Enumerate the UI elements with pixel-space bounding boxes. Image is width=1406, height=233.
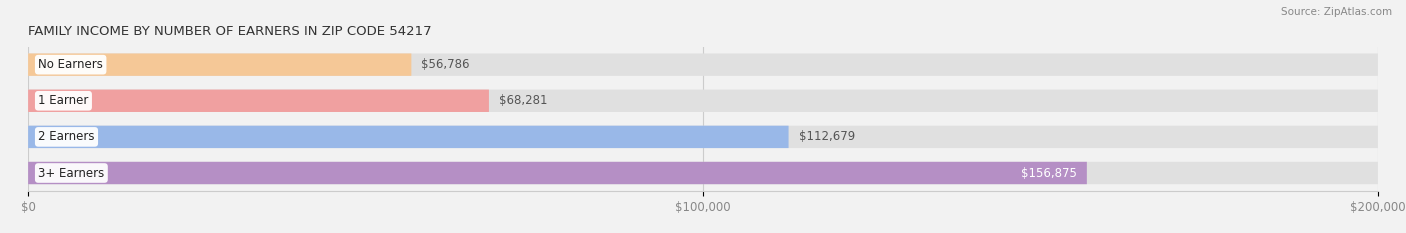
Text: $112,679: $112,679 <box>799 130 855 143</box>
FancyBboxPatch shape <box>28 53 1378 76</box>
Text: 1 Earner: 1 Earner <box>38 94 89 107</box>
Text: 2 Earners: 2 Earners <box>38 130 94 143</box>
Text: $68,281: $68,281 <box>499 94 547 107</box>
Text: $56,786: $56,786 <box>422 58 470 71</box>
FancyBboxPatch shape <box>28 89 489 112</box>
FancyBboxPatch shape <box>28 126 1378 148</box>
Text: No Earners: No Earners <box>38 58 103 71</box>
FancyBboxPatch shape <box>28 89 1378 112</box>
Text: $156,875: $156,875 <box>1021 167 1077 179</box>
Text: Source: ZipAtlas.com: Source: ZipAtlas.com <box>1281 7 1392 17</box>
FancyBboxPatch shape <box>28 162 1378 184</box>
FancyBboxPatch shape <box>28 162 1087 184</box>
Text: 3+ Earners: 3+ Earners <box>38 167 104 179</box>
FancyBboxPatch shape <box>28 53 412 76</box>
FancyBboxPatch shape <box>28 126 789 148</box>
Text: FAMILY INCOME BY NUMBER OF EARNERS IN ZIP CODE 54217: FAMILY INCOME BY NUMBER OF EARNERS IN ZI… <box>28 25 432 38</box>
